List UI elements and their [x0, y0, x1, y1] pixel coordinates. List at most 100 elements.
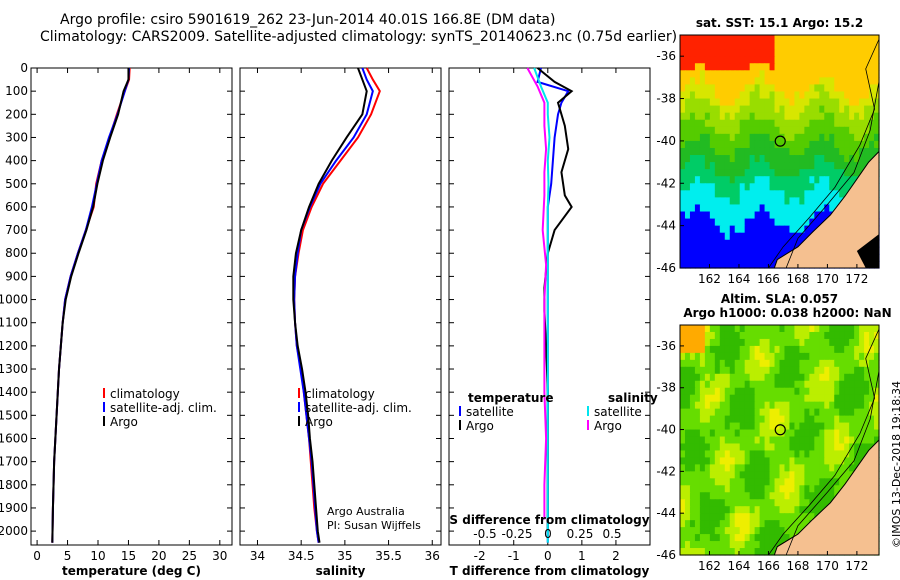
map-cell: [769, 443, 776, 452]
x-axis-label: T difference from climatology: [450, 564, 650, 578]
map-cell: [869, 325, 875, 333]
map-cell: [799, 155, 805, 163]
map-cell: [709, 70, 716, 78]
map-cell: [734, 162, 741, 170]
map-cell: [724, 63, 731, 71]
map-cell: [724, 464, 731, 472]
map-cell: [839, 98, 845, 107]
map-cell: [719, 429, 726, 438]
map-cell: [749, 499, 756, 507]
map-cell: [749, 35, 756, 43]
map-cell: [749, 380, 756, 389]
map-cell: [739, 140, 746, 149]
map-cell: [839, 436, 845, 445]
map-cell: [814, 464, 820, 472]
map-cell: [784, 232, 791, 241]
map-cell: [799, 359, 805, 368]
map-cell: [764, 429, 771, 438]
map-cell: [739, 112, 746, 121]
map-cell: [749, 126, 756, 135]
map-cell: [724, 77, 731, 86]
map-cell: [729, 232, 736, 241]
map-cell: [804, 126, 810, 135]
map-cell: [729, 70, 736, 78]
map-cell: [819, 352, 825, 361]
map-cell: [784, 429, 791, 438]
map-cell: [844, 155, 850, 163]
map-cell: [854, 345, 860, 354]
map-cell: [839, 464, 845, 472]
map-cell: [779, 84, 786, 93]
map-cell: [709, 49, 716, 57]
map-cell: [694, 197, 701, 206]
map-cell: [684, 464, 691, 472]
map-cell: [774, 49, 781, 57]
map-cell: [854, 126, 860, 135]
map-cell: [714, 457, 721, 465]
map-cell: [869, 331, 875, 340]
map-cell: [714, 260, 721, 269]
map-cell: [839, 359, 845, 368]
map-cell: [819, 387, 825, 396]
map-cell: [789, 485, 796, 493]
map-cell: [759, 408, 766, 417]
map-cell: [769, 338, 776, 347]
map-cell: [709, 42, 716, 50]
map-cell: [814, 126, 820, 135]
map-cell: [729, 162, 736, 170]
map-cell: [719, 464, 726, 472]
map-cell: [774, 246, 781, 255]
map-cell: [814, 380, 820, 389]
map-cell: [709, 408, 716, 417]
map-cell: [719, 91, 726, 100]
map-cell: [834, 373, 840, 382]
map-cell: [819, 499, 825, 507]
map-cell: [794, 56, 800, 64]
map-cell: [844, 338, 850, 347]
map-cell: [804, 492, 810, 500]
map-cell: [834, 450, 840, 459]
map-cell: [739, 42, 746, 50]
map-cell: [680, 394, 686, 403]
map-cell: [809, 429, 815, 438]
map-cell: [714, 443, 721, 452]
map-cell: [794, 325, 800, 333]
map-cell: [684, 352, 691, 361]
map-cell: [694, 42, 701, 50]
map-cell: [734, 401, 741, 410]
map-cell: [739, 246, 746, 255]
map-cell: [864, 380, 870, 389]
map-cell: [774, 345, 781, 354]
map-cell: [719, 98, 726, 107]
map-cell: [839, 345, 845, 354]
map-cell: [684, 499, 691, 507]
map-cell: [699, 140, 706, 149]
map-cell: [704, 541, 711, 549]
map-cell: [814, 359, 820, 368]
map-cell: [759, 218, 766, 227]
map-cell: [784, 478, 791, 486]
map-cell: [869, 408, 875, 417]
map-cell: [714, 471, 721, 479]
map-cell: [719, 56, 726, 64]
map-cell: [724, 338, 731, 347]
map-cell: [789, 380, 796, 389]
map-cell: [744, 253, 751, 262]
map-cell: [814, 366, 820, 375]
map-cell: [874, 112, 880, 121]
map-cell: [799, 133, 805, 142]
map-cell: [869, 84, 875, 93]
map-cell: [789, 450, 796, 459]
map-cell: [864, 443, 870, 452]
map-cell: [759, 162, 766, 170]
map-cell: [680, 541, 686, 549]
map-cell: [769, 387, 776, 396]
map-cell: [829, 387, 835, 396]
map-cell: [729, 112, 736, 121]
map-cell: [804, 183, 810, 191]
map-cell: [779, 183, 786, 191]
map-cell: [704, 415, 711, 424]
map-cell: [804, 190, 810, 198]
map-cell: [714, 527, 721, 535]
map-cell: [794, 42, 800, 50]
